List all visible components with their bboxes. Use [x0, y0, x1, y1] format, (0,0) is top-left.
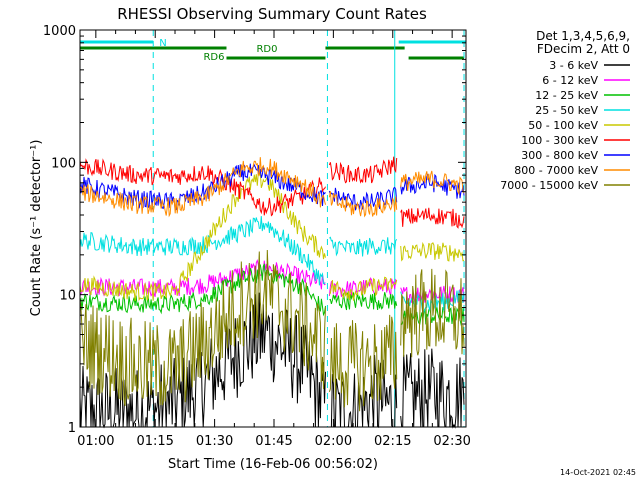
- series-line: [400, 268, 465, 358]
- y-tick-label: 100: [51, 156, 76, 171]
- legend-entry-label: 300 - 800 keV: [521, 149, 598, 162]
- legend-entry-label: 7000 - 15000 keV: [500, 179, 598, 192]
- flag-label: N: [159, 38, 166, 49]
- x-tick-label: 01:30: [196, 434, 233, 449]
- x-axis-ticks: 01:00 01:15 01:30 01:45 02:00 02:15 02:30: [77, 30, 471, 449]
- legend-entry-label: 50 - 100 keV: [528, 119, 598, 132]
- x-tick-label: 01:00: [77, 434, 114, 449]
- footer-date: 14-Oct-2021 02:45: [560, 468, 636, 477]
- series-line: [400, 173, 465, 199]
- flag-bars: N RD0 RD6: [80, 38, 466, 63]
- series-line: [400, 170, 465, 196]
- series-line: [329, 291, 398, 311]
- x-tick-label: 02:30: [433, 434, 470, 449]
- legend-entry-label: 12 - 25 keV: [535, 89, 598, 102]
- series-line: [329, 236, 398, 257]
- series-line: [79, 157, 326, 218]
- series-line: [328, 156, 398, 184]
- series-line: [328, 314, 398, 412]
- series-line: [79, 249, 326, 407]
- legend-header-line-2: FDecim 2, Att 0: [537, 42, 630, 56]
- x-tick-label: 01:45: [255, 434, 292, 449]
- y-axis-label: Count Rate (s⁻¹ detector⁻¹): [29, 140, 44, 317]
- series-line: [328, 191, 398, 218]
- x-tick-label: 02:15: [374, 434, 411, 449]
- series-line: [79, 216, 326, 286]
- x-tick-label: 01:15: [136, 434, 173, 449]
- legend-entry-label: 800 - 7000 keV: [514, 164, 598, 177]
- x-axis-label: Start Time (16-Feb-06 00:56:02): [168, 457, 378, 472]
- legend: Det 1,3,4,5,6,9, FDecim 2, Att 0 3 - 6 k…: [500, 29, 630, 192]
- series-line: [329, 276, 398, 301]
- y-axis-ticks: 1 10 100 1000: [43, 24, 466, 436]
- series-line: [79, 158, 326, 217]
- series-lines: [79, 156, 465, 429]
- legend-entry-label: 6 - 12 keV: [542, 74, 598, 87]
- series-line: [79, 263, 326, 317]
- y-tick-label: 10: [59, 289, 76, 304]
- chart-title: RHESSI Observing Summary Count Rates: [117, 5, 427, 23]
- flag-label: RD6: [203, 52, 224, 63]
- series-line: [400, 207, 465, 229]
- x-tick-label: 02:00: [315, 434, 352, 449]
- legend-entry-label: 25 - 50 keV: [535, 104, 598, 117]
- legend-entry-label: 100 - 300 keV: [521, 134, 598, 147]
- y-tick-label: 1: [68, 421, 76, 436]
- legend-header-line-1: Det 1,3,4,5,6,9,: [536, 29, 630, 43]
- series-line: [328, 186, 398, 211]
- series-line: [400, 241, 465, 262]
- y-tick-label: 1000: [43, 24, 76, 39]
- legend-entry-label: 3 - 6 keV: [549, 59, 598, 72]
- series-line: [79, 172, 326, 302]
- series-line: [400, 348, 465, 429]
- flag-label: RD0: [256, 44, 277, 55]
- plot-frame: [79, 29, 467, 428]
